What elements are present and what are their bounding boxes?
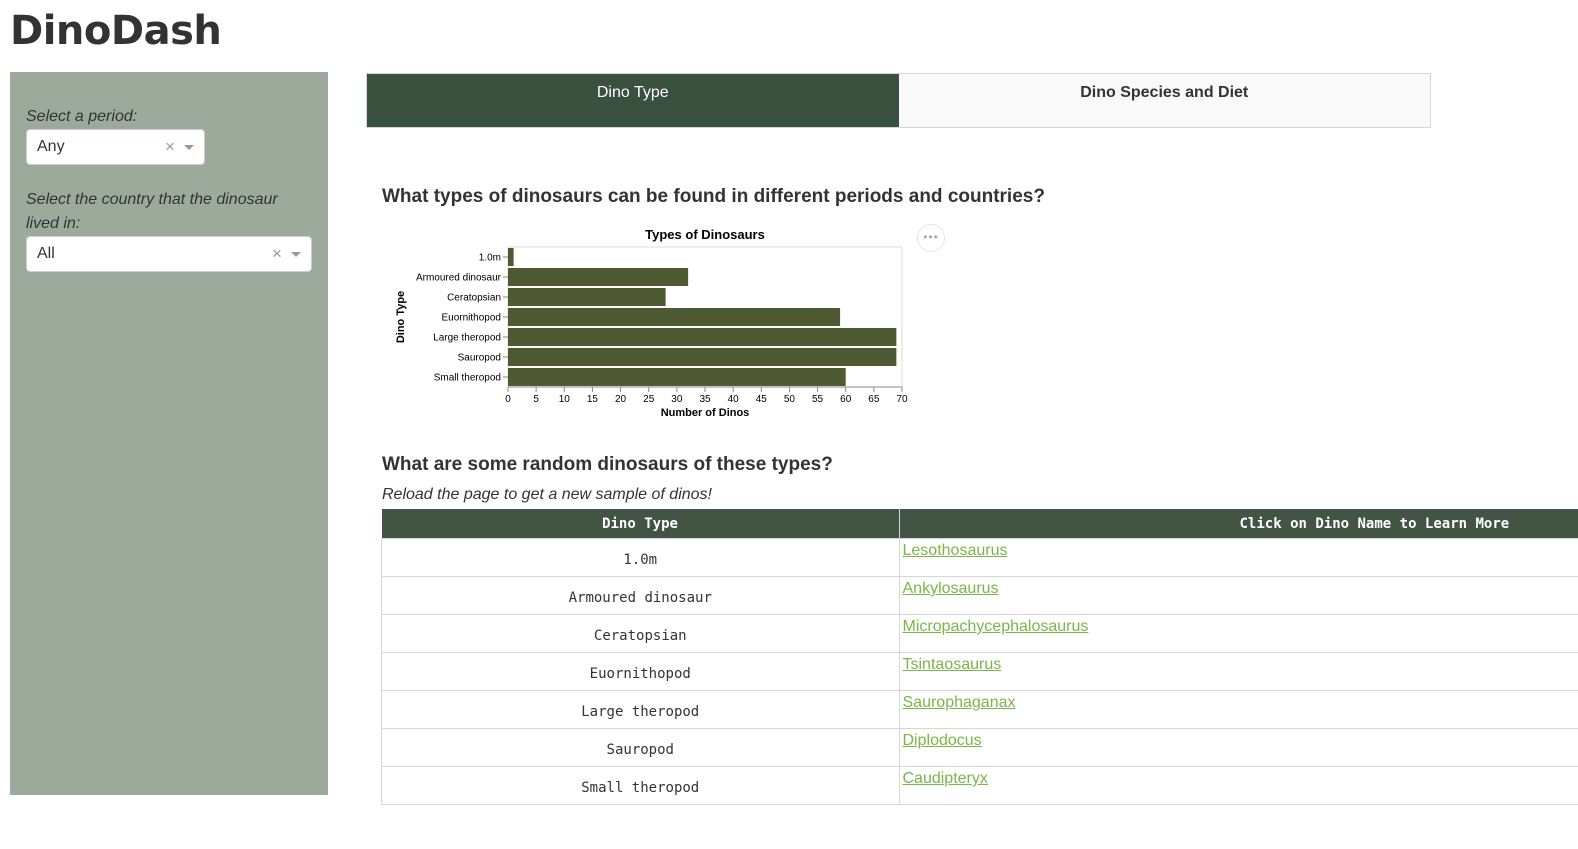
dino-type-cell: Armoured dinosaur [381, 576, 900, 615]
dino-name-link[interactable]: Caudipteryx [902, 770, 988, 787]
reload-note: Reload the page to get a new sample of d… [382, 486, 712, 503]
x-tick-label: 25 [643, 394, 655, 405]
x-tick-label: 0 [505, 394, 511, 405]
table-row: 1.0m Lesothosaurus [381, 538, 1578, 577]
chart-actions-icon[interactable]: ••• [917, 224, 945, 252]
chart-bar [508, 368, 846, 386]
y-tick-label: Large theropod [433, 333, 501, 344]
chart-bar [508, 308, 841, 326]
dino-name-link[interactable]: Saurophaganax [902, 694, 1016, 711]
table-row: Sauropod Diplodocus [381, 728, 1578, 767]
dino-name-cell: Saurophaganax [898, 690, 1578, 729]
x-tick-label: 50 [784, 394, 796, 405]
column-header-dino-type[interactable]: Dino Type [381, 509, 900, 539]
country-select[interactable]: All × [26, 236, 312, 272]
chevron-down-icon[interactable] [291, 252, 301, 257]
dino-name-cell: Caudipteryx [898, 766, 1578, 805]
y-tick-label: Ceratopsian [447, 293, 501, 304]
table-row: Small theropod Caudipteryx [381, 766, 1578, 805]
x-tick-label: 40 [728, 394, 740, 405]
dino-type-cell: Small theropod [381, 766, 900, 805]
y-tick-label: Small theropod [434, 373, 501, 384]
x-tick-label: 15 [587, 394, 599, 405]
table-row: Armoured dinosaur Ankylosaurus [381, 576, 1578, 615]
chart-bar [508, 248, 514, 266]
dino-type-chart: Types of Dinosaurs 1.0m Armoured dinosaur C… [390, 224, 950, 424]
table-row: Ceratopsian Micropachycephalosaurus [381, 614, 1578, 653]
dino-type-cell: Ceratopsian [381, 614, 900, 653]
dino-name-link[interactable]: Micropachycephalosaurus [902, 618, 1089, 635]
x-tick-label: 45 [756, 394, 768, 405]
sidebar: Select a period: Any × Select the countr… [10, 72, 328, 795]
tab-bar: Dino Type Dino Species and Diet [366, 73, 1431, 128]
dino-name-cell: Micropachycephalosaurus [898, 614, 1578, 653]
dino-type-cell: Sauropod [381, 728, 900, 767]
section-heading-types: What types of dinosaurs can be found in … [382, 186, 1045, 207]
x-tick-label: 5 [533, 394, 539, 405]
tab-dino-type[interactable]: Dino Type [367, 74, 899, 127]
table-header-row: Dino Type Click on Dino Name to Learn Mo… [381, 509, 1578, 539]
section-heading-random: What are some random dinosaurs of these … [382, 454, 833, 475]
x-tick-label: 70 [896, 394, 908, 405]
x-tick-label: 10 [559, 394, 571, 405]
dino-name-cell: Ankylosaurus [898, 576, 1578, 615]
x-axis-title: Number of Dinos [661, 407, 750, 419]
y-tick-label: Euornithopod [442, 313, 502, 324]
dino-name-cell: Tsintaosaurus [898, 652, 1578, 691]
country-label: Select the country that the dinosaur liv… [26, 191, 278, 232]
tab-dino-species-diet[interactable]: Dino Species and Diet [898, 74, 1430, 127]
country-select-value: All [37, 245, 55, 262]
x-tick-label: 65 [868, 394, 880, 405]
y-tick-label: Armoured dinosaur [416, 273, 502, 284]
chart-bar [508, 288, 666, 306]
x-tick-label: 55 [812, 394, 824, 405]
y-tick-label: Sauropod [458, 353, 501, 364]
x-tick-label: 30 [671, 394, 683, 405]
dino-name-link[interactable]: Lesothosaurus [902, 542, 1008, 559]
chevron-down-icon[interactable] [184, 145, 194, 150]
clear-icon[interactable]: × [165, 137, 175, 156]
column-header-dino-name[interactable]: Click on Dino Name to Learn More [899, 509, 1578, 539]
y-axis-title: Dino Type [395, 291, 407, 343]
y-tick-label: 1.0m [479, 253, 501, 264]
chart-title: Types of Dinosaurs [645, 227, 765, 242]
dino-name-link[interactable]: Diplodocus [902, 732, 982, 749]
dino-name-cell: Diplodocus [898, 728, 1578, 767]
dino-type-cell: 1.0m [381, 538, 900, 577]
x-tick-label: 35 [699, 394, 711, 405]
dino-table: Dino Type Click on Dino Name to Learn Mo… [381, 509, 1578, 805]
app-title: DinoDash [10, 8, 222, 54]
table-row: Large theropod Saurophaganax [381, 690, 1578, 729]
dino-name-link[interactable]: Ankylosaurus [902, 580, 999, 597]
dino-name-cell: Lesothosaurus [898, 538, 1578, 577]
chart-svg: Types of Dinosaurs 1.0m Armoured dinosaur C… [395, 227, 908, 419]
chart-bar [508, 328, 897, 346]
period-select[interactable]: Any × [26, 129, 205, 165]
x-tick-label: 20 [615, 394, 627, 405]
clear-icon[interactable]: × [272, 244, 282, 263]
x-tick-label: 60 [840, 394, 852, 405]
period-select-value: Any [37, 138, 65, 155]
period-label: Select a period: [26, 108, 138, 125]
dino-type-cell: Large theropod [381, 690, 900, 729]
table-row: Euornithopod Tsintaosaurus [381, 652, 1578, 691]
chart-bar [508, 268, 689, 286]
dino-name-link[interactable]: Tsintaosaurus [902, 656, 1002, 673]
chart-bar [508, 348, 897, 366]
dino-type-cell: Euornithopod [381, 652, 900, 691]
